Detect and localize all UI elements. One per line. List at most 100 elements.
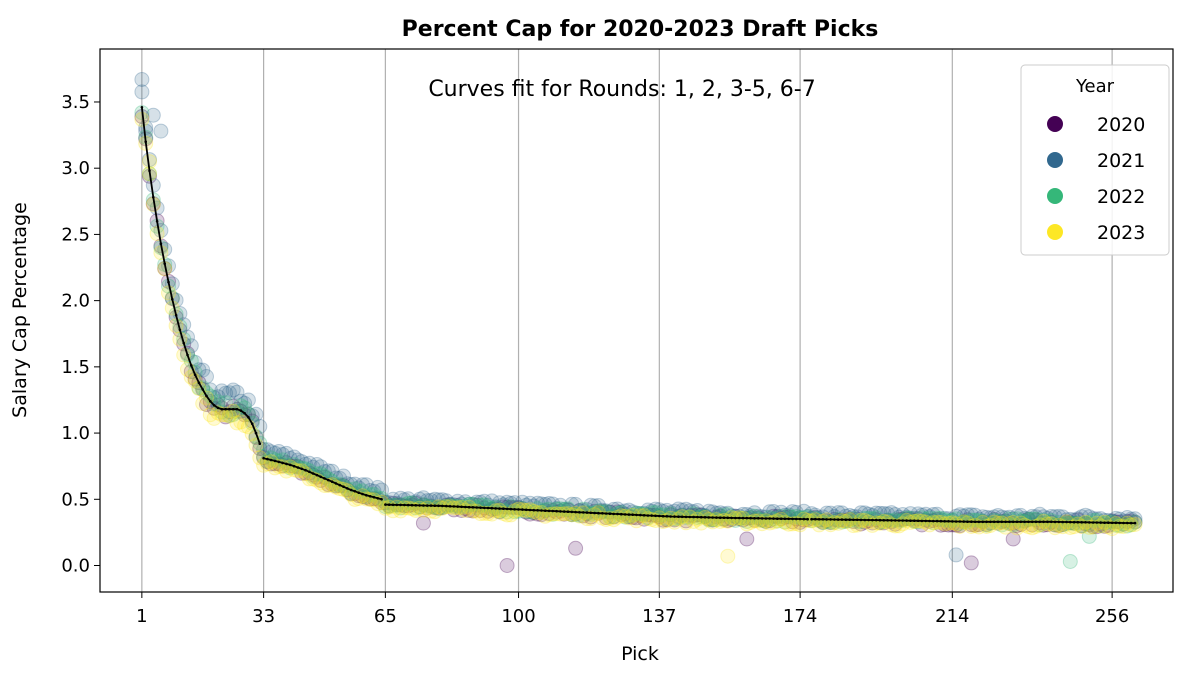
data-point [492, 502, 507, 518]
data-point [632, 506, 648, 521]
data-point [1127, 517, 1143, 532]
fit-point [692, 515, 695, 519]
data-point [423, 492, 439, 508]
fit-point [970, 520, 973, 523]
fit-point [859, 518, 863, 522]
fit-point [806, 517, 809, 521]
data-point [202, 407, 218, 423]
fit-point [433, 504, 437, 508]
data-point [1116, 513, 1131, 529]
fit-point [479, 506, 482, 510]
fit-point [779, 517, 783, 520]
data-point [1119, 514, 1135, 530]
data-point [849, 514, 865, 529]
data-point [1036, 509, 1052, 525]
fit-point [829, 518, 832, 521]
fit-point [467, 505, 471, 509]
data-point [164, 300, 180, 316]
data-point [594, 504, 610, 519]
fit-point [353, 490, 357, 493]
fit-point [559, 510, 562, 513]
fit-point [1080, 521, 1083, 524]
fit-point [551, 509, 555, 513]
data-point [674, 507, 690, 523]
data-point [1059, 515, 1074, 531]
data-point [134, 72, 150, 87]
data-point [1043, 516, 1059, 532]
fit-point [387, 503, 391, 507]
fit-point [418, 504, 421, 507]
data-point [199, 369, 214, 384]
fit-point [315, 473, 319, 477]
fit-point [486, 506, 490, 510]
fit-point [349, 488, 353, 492]
fit-point [250, 422, 254, 426]
data-point [1055, 509, 1071, 525]
legend-marker-2023 [1047, 224, 1063, 240]
data-point [781, 516, 797, 532]
data-point [735, 512, 751, 528]
fit-markers [262, 456, 383, 501]
fit-markers [810, 517, 1137, 525]
fit-point [871, 518, 874, 522]
data-point [442, 496, 458, 512]
data-point [1024, 508, 1040, 524]
data-point [986, 512, 1002, 528]
data-point [248, 406, 264, 422]
legend-marker-2020 [1047, 116, 1063, 132]
fit-curve-round-3-5 [385, 503, 808, 521]
data-point [503, 499, 519, 515]
fit-point [262, 456, 265, 460]
data-point [781, 509, 797, 525]
fit-point [334, 482, 338, 485]
data-point [1062, 554, 1078, 569]
fit-point [193, 373, 197, 377]
fit-point [890, 519, 893, 522]
data-point [206, 410, 222, 426]
data-point [568, 540, 584, 556]
data-point [389, 495, 405, 511]
fit-point [372, 496, 376, 499]
data-point [629, 505, 644, 521]
data-point [419, 493, 435, 509]
data-point [727, 508, 743, 524]
data-point [355, 477, 370, 493]
data-point [240, 406, 256, 422]
fit-point [376, 497, 380, 500]
x-tick-label: 33 [252, 606, 275, 627]
fit-point [608, 512, 612, 515]
data-point [469, 494, 485, 510]
data-point [948, 547, 964, 563]
fit-point [737, 516, 741, 520]
data-point [434, 500, 450, 516]
y-tick-label: 1.0 [61, 423, 90, 444]
fit-point [707, 516, 711, 519]
fit-point [635, 513, 638, 517]
data-point [358, 477, 374, 493]
fit-point [422, 504, 425, 507]
y-axis-label: Salary Cap Percentage [9, 202, 31, 418]
data-point [423, 503, 439, 519]
data-point [271, 444, 287, 459]
data-point [701, 511, 717, 527]
data-point [385, 491, 401, 507]
data-point [1066, 512, 1082, 528]
fit-point [1069, 520, 1072, 524]
fit-point [954, 520, 958, 523]
data-point [636, 505, 652, 521]
fit-point [273, 459, 277, 463]
fit-point [1015, 520, 1019, 524]
fit-point [403, 503, 406, 507]
fit-point [604, 512, 608, 515]
fit-point [749, 516, 752, 520]
data-point [1074, 509, 1090, 525]
data-point [716, 511, 732, 527]
x-axis-ticks: 1 33 65 100 137 174 214 256 [136, 592, 1129, 627]
fit-point [620, 512, 623, 516]
fit-markers [384, 503, 809, 521]
fit-point [958, 520, 962, 523]
fit-point [448, 505, 452, 508]
data-point [480, 506, 496, 521]
x-tick-label: 137 [642, 606, 676, 627]
